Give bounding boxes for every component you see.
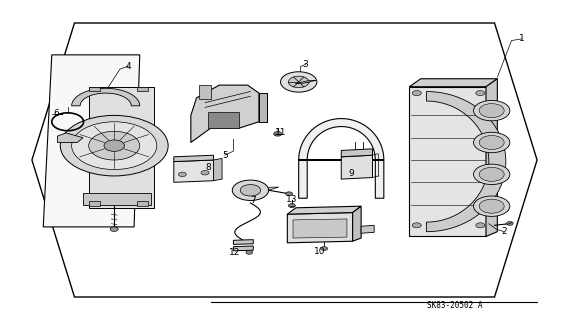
Text: 6: 6 [53, 109, 59, 118]
Polygon shape [486, 79, 497, 236]
Polygon shape [341, 149, 373, 157]
Circle shape [274, 132, 282, 136]
Polygon shape [409, 79, 497, 87]
Text: 12: 12 [229, 248, 241, 257]
Polygon shape [250, 187, 279, 190]
Polygon shape [486, 138, 509, 147]
Polygon shape [72, 88, 140, 106]
Circle shape [476, 223, 485, 228]
Circle shape [89, 131, 140, 160]
Polygon shape [89, 87, 154, 208]
Circle shape [473, 196, 510, 216]
Text: 4: 4 [126, 61, 131, 70]
Polygon shape [259, 93, 267, 122]
Polygon shape [299, 119, 384, 198]
Circle shape [506, 221, 513, 225]
Polygon shape [213, 158, 222, 181]
Circle shape [104, 140, 125, 151]
Polygon shape [191, 85, 259, 142]
Polygon shape [295, 80, 316, 84]
Polygon shape [233, 240, 253, 244]
Text: 5: 5 [222, 151, 228, 160]
Text: 10: 10 [314, 247, 325, 256]
Polygon shape [89, 87, 100, 92]
Text: 11: 11 [275, 128, 286, 137]
Circle shape [479, 135, 504, 149]
Circle shape [321, 247, 328, 251]
Circle shape [473, 100, 510, 121]
Circle shape [72, 122, 157, 170]
Text: 13: 13 [286, 195, 297, 204]
Polygon shape [353, 206, 361, 241]
Polygon shape [199, 85, 211, 100]
Polygon shape [293, 219, 347, 238]
Circle shape [201, 171, 209, 175]
Text: 1: 1 [519, 35, 525, 44]
Polygon shape [89, 201, 100, 206]
Circle shape [479, 167, 504, 181]
Circle shape [240, 185, 261, 196]
Circle shape [479, 104, 504, 118]
Text: 2: 2 [501, 227, 507, 236]
Polygon shape [137, 201, 149, 206]
Polygon shape [486, 106, 509, 116]
Polygon shape [486, 201, 509, 211]
Polygon shape [233, 246, 253, 251]
Circle shape [232, 180, 269, 200]
Text: 8: 8 [205, 163, 211, 172]
Polygon shape [287, 206, 361, 214]
Circle shape [476, 91, 485, 96]
Polygon shape [83, 194, 151, 204]
Polygon shape [486, 170, 509, 179]
Polygon shape [287, 212, 353, 243]
Circle shape [246, 251, 253, 254]
Text: 3: 3 [303, 60, 308, 69]
Circle shape [60, 116, 168, 176]
Polygon shape [137, 87, 149, 92]
Polygon shape [208, 112, 239, 128]
Text: 7: 7 [250, 196, 255, 205]
Polygon shape [341, 155, 373, 179]
Circle shape [178, 172, 186, 177]
Circle shape [288, 204, 295, 207]
Polygon shape [174, 160, 213, 182]
Circle shape [473, 132, 510, 153]
Circle shape [286, 192, 292, 196]
Circle shape [473, 164, 510, 185]
Circle shape [281, 72, 317, 92]
Text: SK83-20502 A: SK83-20502 A [427, 301, 483, 310]
Circle shape [479, 199, 504, 213]
Text: 9: 9 [348, 169, 354, 178]
Polygon shape [426, 92, 506, 232]
Polygon shape [361, 225, 374, 233]
Polygon shape [174, 155, 213, 162]
Circle shape [412, 91, 421, 96]
Polygon shape [43, 55, 140, 227]
Polygon shape [409, 87, 486, 236]
Circle shape [110, 227, 118, 231]
Polygon shape [57, 133, 83, 142]
Circle shape [412, 223, 421, 228]
Circle shape [288, 76, 309, 88]
